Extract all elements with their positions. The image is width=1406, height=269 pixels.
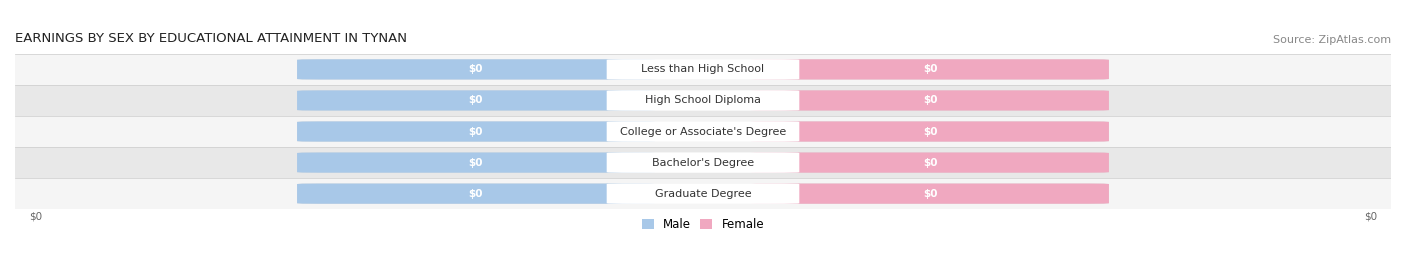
FancyBboxPatch shape — [606, 152, 800, 173]
Text: $0: $0 — [922, 158, 938, 168]
Text: Bachelor's Degree: Bachelor's Degree — [652, 158, 754, 168]
Text: $0: $0 — [468, 189, 484, 199]
Text: $0: $0 — [922, 189, 938, 199]
Bar — [15, 116, 1391, 147]
FancyBboxPatch shape — [606, 59, 800, 80]
Text: College or Associate's Degree: College or Associate's Degree — [620, 126, 786, 137]
FancyBboxPatch shape — [297, 59, 655, 80]
Text: $0: $0 — [922, 95, 938, 105]
FancyBboxPatch shape — [297, 90, 1109, 111]
Text: High School Diploma: High School Diploma — [645, 95, 761, 105]
FancyBboxPatch shape — [297, 183, 1109, 204]
FancyBboxPatch shape — [751, 121, 1109, 141]
Text: $0: $0 — [468, 95, 484, 105]
FancyBboxPatch shape — [297, 59, 1109, 80]
Bar — [477, 60, 634, 79]
Bar — [477, 122, 634, 141]
Text: EARNINGS BY SEX BY EDUCATIONAL ATTAINMENT IN TYNAN: EARNINGS BY SEX BY EDUCATIONAL ATTAINMEN… — [15, 31, 406, 45]
Legend: Male, Female: Male, Female — [641, 218, 765, 231]
Bar — [772, 184, 929, 203]
Bar — [15, 147, 1391, 178]
Text: $0: $0 — [468, 126, 484, 137]
Text: Less than High School: Less than High School — [641, 64, 765, 75]
FancyBboxPatch shape — [297, 153, 1109, 173]
Text: Source: ZipAtlas.com: Source: ZipAtlas.com — [1272, 34, 1391, 45]
Text: $0: $0 — [1364, 211, 1378, 221]
Bar — [477, 153, 634, 172]
Bar — [15, 178, 1391, 209]
Text: $0: $0 — [468, 64, 484, 75]
FancyBboxPatch shape — [606, 90, 800, 111]
Bar — [15, 85, 1391, 116]
FancyBboxPatch shape — [751, 59, 1109, 80]
Bar — [15, 54, 1391, 85]
Text: Graduate Degree: Graduate Degree — [655, 189, 751, 199]
FancyBboxPatch shape — [297, 90, 655, 111]
Text: $0: $0 — [28, 211, 42, 221]
Text: $0: $0 — [922, 126, 938, 137]
FancyBboxPatch shape — [297, 183, 655, 204]
FancyBboxPatch shape — [606, 121, 800, 142]
FancyBboxPatch shape — [751, 90, 1109, 111]
Text: $0: $0 — [468, 158, 484, 168]
Text: $0: $0 — [922, 64, 938, 75]
FancyBboxPatch shape — [297, 153, 655, 173]
Bar — [772, 122, 929, 141]
Bar — [477, 91, 634, 110]
Bar — [772, 60, 929, 79]
FancyBboxPatch shape — [297, 121, 1109, 141]
FancyBboxPatch shape — [751, 183, 1109, 204]
Bar — [772, 91, 929, 110]
FancyBboxPatch shape — [297, 121, 655, 141]
FancyBboxPatch shape — [606, 183, 800, 204]
FancyBboxPatch shape — [751, 153, 1109, 173]
Bar — [477, 184, 634, 203]
Bar — [772, 153, 929, 172]
